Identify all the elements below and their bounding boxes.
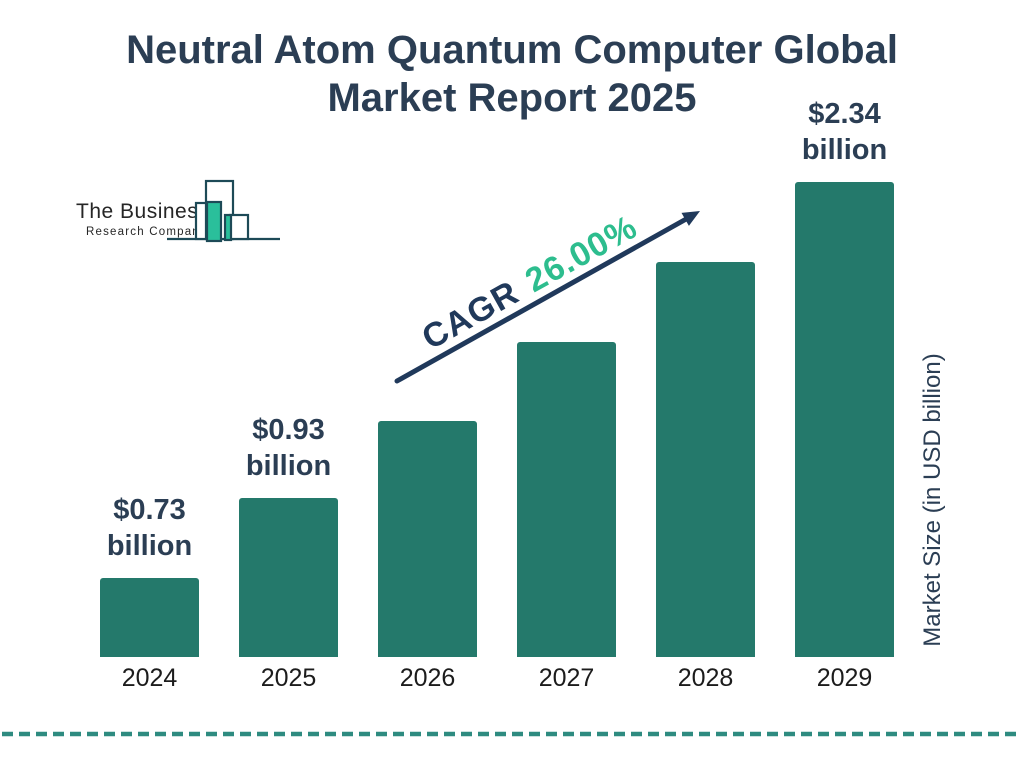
value-amount: $0.93 — [252, 414, 325, 446]
logo-company-name: The Business — [76, 200, 210, 223]
value-label-2025: $0.93 billion — [246, 412, 331, 484]
bar-2024 — [100, 578, 199, 657]
bar-2025 — [239, 498, 338, 657]
logo-company-subtitle: Research Company — [86, 226, 207, 238]
bar-2029 — [795, 182, 894, 657]
value-amount: $2.34 — [808, 98, 881, 130]
y-axis-label: Market Size (in USD billion) — [919, 353, 946, 647]
page-title-line1: Neutral Atom Quantum Computer Global — [126, 28, 898, 72]
value-label-2024: $0.73 billion — [107, 492, 192, 564]
x-tick-label-2024: 2024 — [121, 664, 178, 692]
x-tick-label-2027: 2027 — [538, 664, 595, 692]
x-tick-label-2028: 2028 — [677, 664, 734, 692]
bar-2026 — [378, 421, 477, 657]
page-title: Neutral Atom Quantum Computer Global Mar… — [0, 26, 1024, 122]
bar-2027 — [517, 342, 616, 657]
page-title-line2: Market Report 2025 — [327, 76, 697, 120]
x-tick-label-2029: 2029 — [816, 664, 873, 692]
logo-barchart-icon — [167, 179, 280, 243]
value-label-2029: $2.34 billion — [802, 96, 887, 168]
x-tick-label-2026: 2026 — [399, 664, 456, 692]
value-unit: billion — [801, 134, 888, 166]
value-unit: billion — [245, 450, 332, 482]
value-unit: billion — [106, 530, 193, 562]
value-amount: $0.73 — [113, 494, 186, 526]
x-tick-label-2025: 2025 — [260, 664, 317, 692]
bar-2028 — [656, 262, 755, 657]
